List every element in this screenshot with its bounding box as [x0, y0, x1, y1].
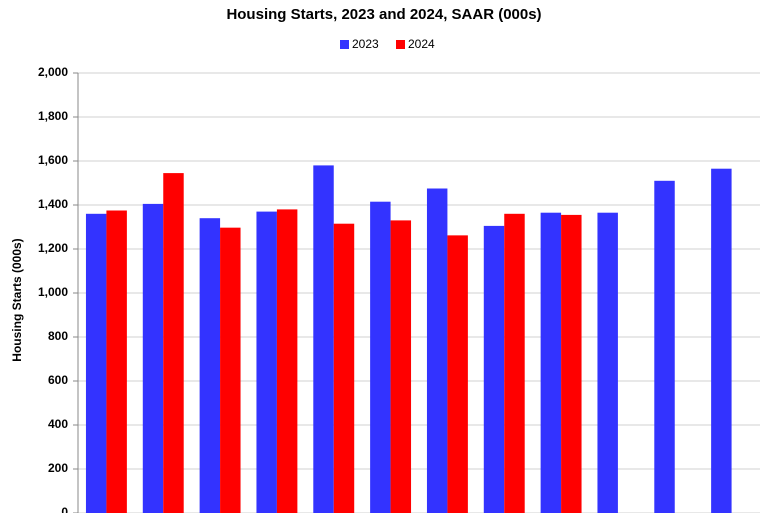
bar [106, 210, 127, 513]
bar [313, 165, 334, 513]
bar [163, 173, 184, 513]
bar [711, 168, 732, 513]
bar [276, 209, 298, 513]
y-axis-label: Housing Starts (000s) [10, 238, 24, 361]
y-tick-label: 1,800 [38, 109, 68, 123]
bar [85, 213, 107, 513]
y-tick-label: 0 [61, 505, 68, 513]
y-tick-label: 1,000 [38, 285, 68, 299]
legend-label: 2023 [352, 37, 379, 51]
bar [199, 218, 221, 513]
legend-swatch [340, 40, 349, 49]
chart-title: Housing Starts, 2023 and 2024, SAAR (000… [226, 6, 541, 23]
bar [426, 188, 448, 513]
bar [654, 180, 675, 513]
bar [483, 225, 505, 513]
y-tick-label: 200 [48, 461, 68, 475]
legend-swatch [396, 40, 405, 49]
bar [142, 203, 164, 513]
bar [390, 220, 412, 513]
y-tick-label: 1,400 [38, 197, 68, 211]
legend-label: 2024 [408, 37, 435, 51]
y-tick-label: 2,000 [38, 65, 68, 79]
bar [561, 214, 582, 513]
bar [597, 212, 618, 513]
y-tick-label: 1,200 [38, 241, 68, 255]
bar [540, 212, 562, 513]
bar [220, 227, 241, 513]
bar [333, 223, 355, 513]
y-tick-label: 400 [48, 417, 68, 431]
bar [256, 211, 277, 513]
y-tick-label: 800 [48, 329, 68, 343]
bar [370, 201, 391, 513]
bar [504, 213, 525, 513]
y-tick-label: 1,600 [38, 153, 68, 167]
bar [447, 235, 468, 513]
y-tick-label: 600 [48, 373, 68, 387]
